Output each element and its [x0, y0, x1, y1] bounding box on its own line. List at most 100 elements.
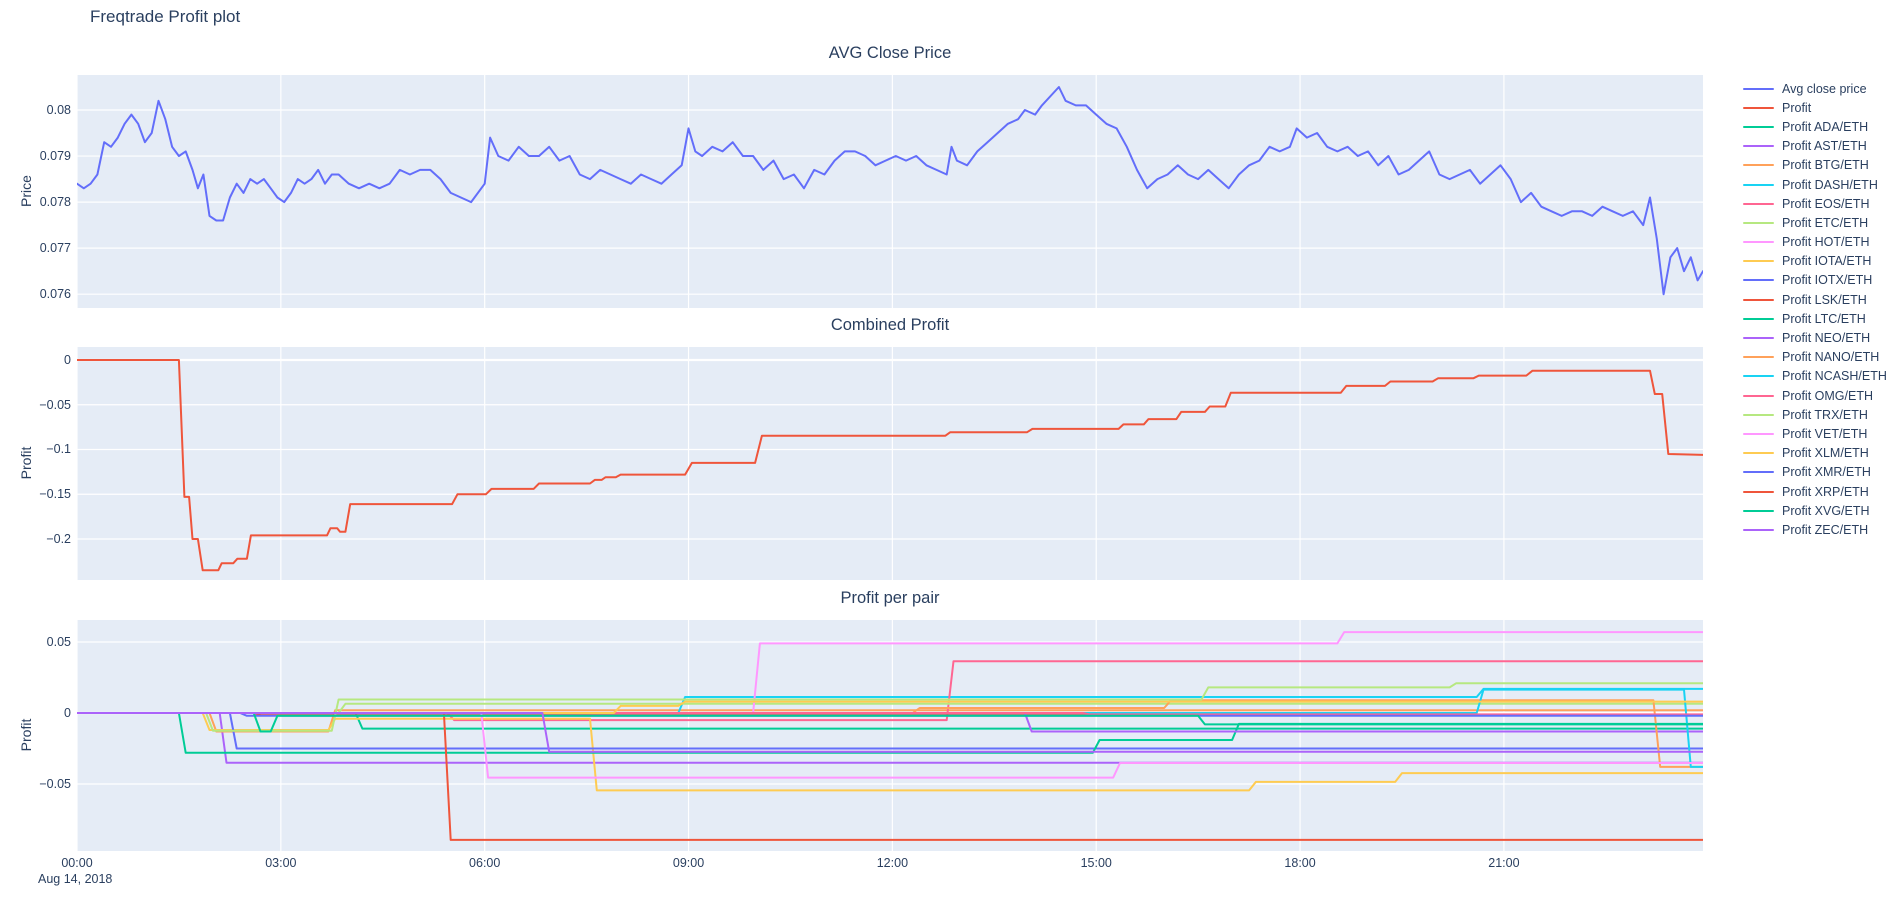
- subplot-title-avg-close-price: AVG Close Price: [828, 44, 952, 62]
- legend-item-profit-xrp-eth[interactable]: Profit XRP/ETH: [1743, 482, 1887, 501]
- legend-item-label: Avg close price: [1782, 81, 1867, 96]
- legend-swatch-line: [1743, 375, 1774, 378]
- page-title: Freqtrade Profit plot: [90, 7, 241, 26]
- y-tick-label: −0.05: [39, 776, 71, 791]
- legend-swatch-line: [1743, 432, 1774, 435]
- legend-item-label: Profit XVG/ETH: [1782, 503, 1870, 518]
- legend-item-label: Profit IOTA/ETH: [1782, 254, 1872, 269]
- legend-item-profit-zec-eth[interactable]: Profit ZEC/ETH: [1743, 520, 1887, 539]
- legend-swatch-line: [1743, 279, 1774, 282]
- legend-item-profit-trx-eth[interactable]: Profit TRX/ETH: [1743, 405, 1887, 424]
- x-tick-label: 00:00: [61, 856, 93, 870]
- legend-item-profit-nano-eth[interactable]: Profit NANO/ETH: [1743, 348, 1887, 367]
- legend-swatch-line: [1743, 337, 1774, 340]
- y-tick-label: 0.08: [46, 102, 71, 117]
- y-tick-label: −0.05: [39, 397, 71, 412]
- legend-item-profit-xmr-eth[interactable]: Profit XMR/ETH: [1743, 463, 1887, 482]
- legend-item-profit-iotx-eth[interactable]: Profit IOTX/ETH: [1743, 271, 1887, 290]
- subplot-title-profit-per-pair: Profit per pair: [840, 589, 940, 607]
- legend-item-profit-neo-eth[interactable]: Profit NEO/ETH: [1743, 328, 1887, 347]
- legend-item-label: Profit ZEC/ETH: [1782, 522, 1869, 537]
- legend-item-profit-hot-eth[interactable]: Profit HOT/ETH: [1743, 233, 1887, 252]
- series-profit-zec-eth: [77, 712, 1703, 753]
- legend-item-avg-close-price[interactable]: Avg close price: [1743, 79, 1887, 98]
- legend-swatch-line: [1743, 298, 1774, 301]
- x-tick-label: 09:00: [672, 856, 705, 870]
- legend-item-label: Profit IOTX/ETH: [1782, 273, 1873, 288]
- legend-item-label: Profit ETC/ETH: [1782, 215, 1869, 230]
- legend-item-profit[interactable]: Profit: [1743, 98, 1887, 117]
- legend-swatch-line: [1743, 452, 1774, 455]
- legend-item-profit-ada-eth[interactable]: Profit ADA/ETH: [1743, 117, 1887, 136]
- y-tick-label: −0.1: [46, 442, 71, 457]
- plot-area-combined-profit[interactable]: [77, 347, 1703, 580]
- y-axis-label-profit-2: Profit: [18, 718, 34, 752]
- y-tick-label: 0: [64, 705, 71, 720]
- legend-item-profit-omg-eth[interactable]: Profit OMG/ETH: [1743, 386, 1887, 405]
- legend-swatch-line: [1743, 106, 1774, 109]
- legend-item-label: Profit VET/ETH: [1782, 426, 1868, 441]
- legend-swatch-line: [1743, 260, 1774, 263]
- legend-swatch-line: [1743, 125, 1774, 128]
- legend-item-profit-ltc-eth[interactable]: Profit LTC/ETH: [1743, 309, 1887, 328]
- subplot-title-combined-profit: Combined Profit: [830, 316, 950, 334]
- series-profit-ncash-eth: [77, 688, 1703, 768]
- legend-item-profit-dash-eth[interactable]: Profit DASH/ETH: [1743, 175, 1887, 194]
- legend-swatch-line: [1743, 509, 1774, 512]
- x-tick-label: 15:00: [1080, 856, 1112, 870]
- y-tick-label: 0.077: [39, 241, 71, 256]
- legend-item-profit-ast-eth[interactable]: Profit AST/ETH: [1743, 137, 1887, 156]
- legend-swatch-line: [1743, 356, 1774, 359]
- legend-item-label: Profit DASH/ETH: [1782, 177, 1878, 192]
- series-profit-xvg-eth: [77, 712, 1703, 733]
- x-tick-label: 21:00: [1488, 856, 1520, 870]
- legend-swatch-line: [1743, 145, 1774, 148]
- x-tick-label: 06:00: [469, 856, 501, 870]
- legend-item-profit-vet-eth[interactable]: Profit VET/ETH: [1743, 424, 1887, 443]
- legend-swatch-line: [1743, 202, 1774, 205]
- y-tick-label: 0.079: [39, 149, 71, 164]
- legend-swatch-line: [1743, 490, 1774, 493]
- legend-item-profit-xvg-eth[interactable]: Profit XVG/ETH: [1743, 501, 1887, 520]
- legend: Avg close price Profit Profit ADA/ETH Profi…: [1743, 79, 1887, 540]
- legend-swatch-line: [1743, 413, 1774, 416]
- plot-area-avg-close-price[interactable]: [77, 75, 1703, 308]
- legend-swatch-line: [1743, 164, 1774, 167]
- legend-item-label: Profit LTC/ETH: [1782, 311, 1866, 326]
- legend-item-profit-lsk-eth[interactable]: Profit LSK/ETH: [1743, 290, 1887, 309]
- y-tick-label: 0.076: [39, 287, 71, 302]
- y-tick-label: −0.2: [46, 532, 71, 546]
- legend-item-profit-eos-eth[interactable]: Profit EOS/ETH: [1743, 194, 1887, 213]
- plot-area-profit-per-pair[interactable]: [77, 620, 1703, 851]
- legend-swatch-line: [1743, 528, 1774, 531]
- legend-item-profit-iota-eth[interactable]: Profit IOTA/ETH: [1743, 252, 1887, 271]
- x-tick-label: 03:00: [265, 856, 297, 870]
- legend-item-profit-ncash-eth[interactable]: Profit NCASH/ETH: [1743, 367, 1887, 386]
- legend-swatch-line: [1743, 183, 1774, 186]
- legend-item-label: Profit NANO/ETH: [1782, 350, 1880, 365]
- legend-item-label: Profit LSK/ETH: [1782, 292, 1867, 307]
- series-profit: [77, 359, 1703, 572]
- y-tick-label: 0.05: [46, 635, 71, 649]
- legend-item-label: Profit ADA/ETH: [1782, 119, 1869, 134]
- legend-swatch-line: [1743, 471, 1774, 474]
- legend-item-label: Profit EOS/ETH: [1782, 196, 1870, 211]
- legend-item-profit-etc-eth[interactable]: Profit ETC/ETH: [1743, 213, 1887, 232]
- x-tick-label: 12:00: [876, 856, 909, 870]
- legend-item-label: Profit BTG/ETH: [1782, 158, 1869, 173]
- legend-item-profit-xlm-eth[interactable]: Profit XLM/ETH: [1743, 444, 1887, 463]
- y-tick-label: 0.078: [39, 195, 71, 210]
- legend-swatch-line: [1743, 241, 1774, 244]
- legend-item-label: Profit NCASH/ETH: [1782, 369, 1887, 384]
- legend-item-profit-btg-eth[interactable]: Profit BTG/ETH: [1743, 156, 1887, 175]
- legend-item-label: Profit XMR/ETH: [1782, 465, 1871, 480]
- legend-item-label: Profit NEO/ETH: [1782, 331, 1871, 346]
- series-profit-iota-eth: [77, 712, 1703, 792]
- y-tick-label: 0: [64, 352, 71, 367]
- legend-item-label: Profit XLM/ETH: [1782, 446, 1869, 461]
- legend-swatch-line: [1743, 87, 1774, 90]
- series-avg-close-price: [77, 86, 1703, 296]
- legend-item-label: Profit XRP/ETH: [1782, 484, 1869, 499]
- series-profit-ltc-eth: [77, 712, 1703, 754]
